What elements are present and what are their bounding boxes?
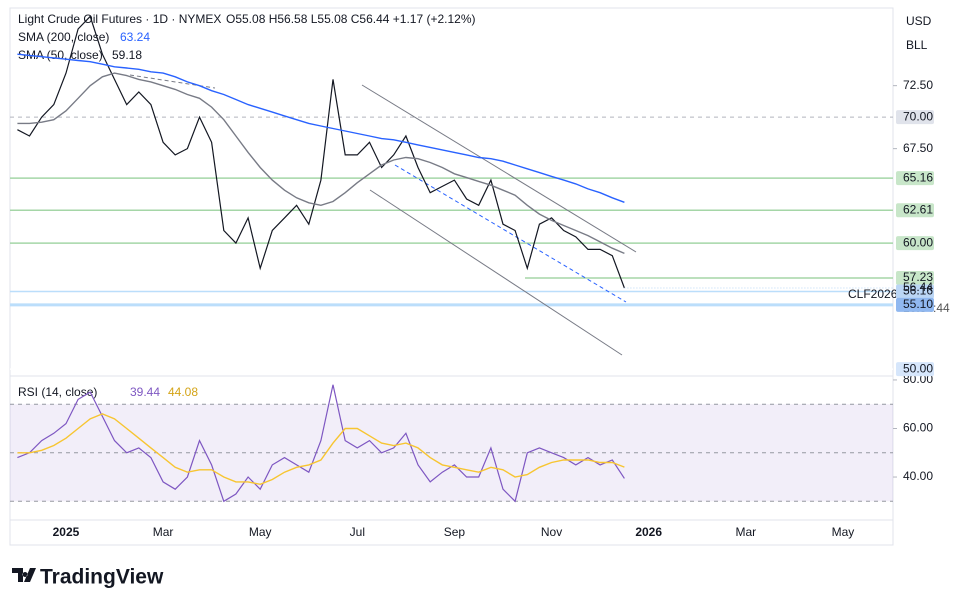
symbol-label: CLF2026: [848, 287, 898, 301]
level-tag: [896, 284, 934, 299]
legend-sma200: SMA (200, close): [18, 30, 109, 44]
y-tick-label: 60.00: [903, 421, 933, 435]
x-tick-label: 2025: [53, 525, 80, 539]
brand: TradingView: [40, 566, 164, 589]
level-label: 65.16: [903, 170, 933, 184]
level-tag: [896, 297, 934, 312]
rsi-ma-value: 44.08: [168, 385, 198, 399]
level-tag: [896, 236, 934, 251]
series-line: [17, 384, 625, 503]
level-label: 55.10: [903, 297, 933, 311]
level-label: 57.23: [903, 270, 933, 284]
x-tick-label: May: [249, 525, 272, 539]
level-tag: [896, 171, 934, 186]
quote: O55.08 H56.58 L55.08 C56.44 +1.17 (+2.12…: [226, 12, 476, 26]
channel-top: [361, 84, 637, 253]
x-tick-label: May: [832, 525, 855, 539]
x-tick-label: Nov: [541, 525, 562, 539]
level-tag: [896, 110, 934, 125]
brand-logo: [12, 568, 36, 582]
level-label: 70.00: [903, 109, 933, 123]
x-tick-label: Jul: [350, 525, 365, 539]
series-line: [17, 15, 625, 289]
chart-title: Light Crude Oil Futures · 1D · NYMEX: [18, 12, 221, 26]
legend-sma200-value: 63.24: [120, 30, 150, 44]
y-tick-label: 72.50: [903, 78, 933, 92]
x-tick-label: 2026: [635, 525, 662, 539]
level-tag: [896, 362, 934, 377]
x-tick-label: Mar: [735, 525, 756, 539]
series-line: [17, 413, 625, 486]
legend-sma50: SMA (50, close): [18, 48, 103, 62]
y-tick-label: 67.50: [903, 141, 933, 155]
level-label: 62.61: [903, 202, 933, 216]
legend-sma50-value: 59.18: [112, 48, 142, 62]
series-line: [17, 53, 625, 203]
x-tick-label: Mar: [153, 525, 174, 539]
level-label: 50.00: [903, 361, 933, 375]
rsi-value: 39.44: [130, 385, 160, 399]
unit[interactable]: BLL: [906, 38, 928, 52]
x-tick-label: Sep: [444, 525, 466, 539]
channel-bottom: [369, 189, 623, 356]
currency[interactable]: USD: [906, 14, 932, 28]
level-tag: [896, 271, 934, 286]
level-label: 60.00: [903, 235, 933, 249]
frame: [9, 7, 894, 546]
series-line: [17, 72, 625, 255]
level-tag: [896, 203, 934, 218]
rsi-title: RSI (14, close): [18, 385, 97, 399]
last-price-label: 56.44: [903, 280, 933, 294]
channel-mid: [394, 164, 627, 303]
level-label: 56.16: [903, 284, 933, 298]
y-tick-label: 40.00: [903, 469, 933, 483]
